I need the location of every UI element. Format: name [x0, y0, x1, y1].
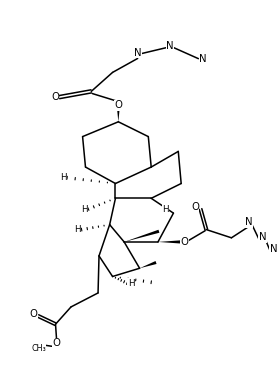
- Text: O: O: [114, 100, 122, 110]
- Text: O: O: [51, 92, 59, 102]
- Text: H: H: [128, 279, 134, 288]
- Polygon shape: [158, 240, 180, 243]
- Text: O: O: [191, 202, 199, 212]
- Text: N: N: [245, 217, 253, 227]
- Text: N: N: [259, 232, 267, 242]
- Polygon shape: [140, 261, 157, 268]
- Text: O: O: [29, 309, 37, 319]
- Text: CH₃: CH₃: [31, 344, 46, 353]
- Text: O: O: [53, 338, 61, 348]
- Text: H: H: [162, 205, 169, 213]
- Text: N: N: [199, 54, 207, 64]
- Polygon shape: [117, 106, 120, 122]
- Polygon shape: [124, 230, 159, 242]
- Text: N: N: [166, 41, 174, 51]
- Text: H: H: [60, 173, 66, 182]
- Text: N: N: [270, 244, 277, 254]
- Text: O: O: [181, 237, 189, 247]
- Text: H: H: [81, 205, 88, 213]
- Text: N: N: [134, 48, 142, 58]
- Text: H: H: [74, 225, 81, 234]
